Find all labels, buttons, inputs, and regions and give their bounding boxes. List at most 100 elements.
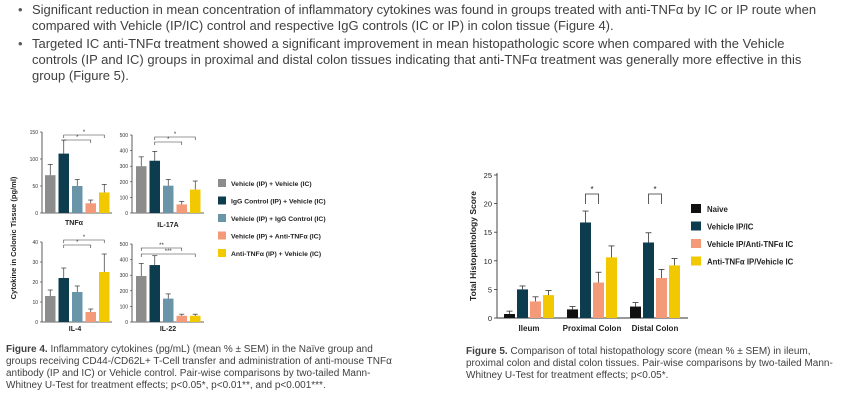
legend-swatch <box>218 179 226 187</box>
y-tick-label: 0 <box>35 211 38 217</box>
legend-swatch <box>691 221 701 231</box>
y-tick-label: 10 <box>32 300 38 306</box>
significance-label: * <box>76 240 79 246</box>
bar <box>543 295 554 318</box>
bar <box>58 278 69 322</box>
y-tick-label: 100 <box>30 157 39 163</box>
significance-label: * <box>653 185 656 194</box>
y-tick-label: 0 <box>35 320 38 326</box>
x-tick-label: Distal Colon <box>632 324 679 333</box>
bar <box>606 257 617 318</box>
y-tick-label: 0 <box>125 211 128 217</box>
figure4-caption-label: Figure 4. <box>6 344 48 355</box>
y-tick-label: 40 <box>32 240 38 246</box>
bar <box>99 192 110 213</box>
significance-label: ** <box>159 243 164 249</box>
bar <box>72 186 83 213</box>
y-axis-label: Total Histopathology Score <box>468 191 478 301</box>
y-tick-label: 300 <box>120 273 129 279</box>
bar <box>58 153 69 213</box>
legend-label: IgG Control (IP) + Vehicle (IC) <box>231 199 326 206</box>
bar <box>85 312 96 322</box>
figure4-caption: Figure 4. Inflammatory cytokines (pg/mL)… <box>6 344 398 392</box>
significance-bracket <box>63 139 92 143</box>
y-tick-label: 25 <box>484 171 492 180</box>
bar <box>580 222 591 318</box>
bar <box>45 175 56 213</box>
bar <box>517 289 528 318</box>
significance-label: * <box>167 137 170 143</box>
significance-label: * <box>174 132 177 138</box>
y-tick-label: 500 <box>120 133 129 139</box>
bullet-text: Targeted IC anti-TNFα treatment showed a… <box>32 36 802 83</box>
legend-label: Vehicle IP/IC <box>707 223 754 232</box>
y-tick-label: 500 <box>120 242 129 248</box>
y-tick-label: 200 <box>120 289 129 295</box>
significance-bracket <box>648 193 662 204</box>
bar <box>190 315 201 322</box>
panel-title: TNFα <box>65 220 84 227</box>
bar <box>530 301 541 318</box>
bar <box>163 185 174 213</box>
bar <box>45 296 56 322</box>
bar <box>149 160 160 213</box>
significance-label: * <box>590 185 593 194</box>
legend-swatch <box>218 231 226 240</box>
legend-swatch <box>691 204 701 213</box>
significance-bracket <box>63 244 92 248</box>
legend-label: Naive <box>707 205 728 214</box>
legend-label: Anti-TNFα (IP) + Vehicle (IC) <box>231 251 321 258</box>
bar <box>176 315 187 322</box>
y-tick-label: 0 <box>488 314 492 323</box>
bullet-item: • Targeted IC anti-TNFα treatment showed… <box>18 36 828 84</box>
legend-label: Vehicle (IP) + IgG Control (IC) <box>231 216 326 223</box>
bar <box>504 313 515 318</box>
bar <box>99 272 110 322</box>
bullet-list: • Significant reduction in mean concentr… <box>18 2 828 86</box>
panel-title: IL-17A <box>157 222 178 229</box>
bar <box>85 203 96 213</box>
y-tick-label: 5 <box>488 285 492 294</box>
y-axis-label: Cytokine in Colonic Tissue (pg/ml) <box>9 176 18 299</box>
y-tick-label: 20 <box>484 200 492 209</box>
y-tick-label: 15 <box>484 228 492 237</box>
significance-bracket <box>63 134 105 138</box>
legend-swatch <box>691 256 701 266</box>
y-tick-label: 300 <box>120 164 129 170</box>
x-tick-label: Proximal Colon <box>563 324 622 333</box>
bar <box>163 298 174 322</box>
y-tick-label: 400 <box>120 258 129 264</box>
significance-bracket <box>63 239 105 243</box>
legend-swatch <box>218 214 226 222</box>
bullet-dot-icon: • <box>18 36 23 51</box>
bar <box>176 204 187 213</box>
bar <box>630 306 641 318</box>
legend-label: Vehicle (IP) + Anti-TNFα (IC) <box>231 234 321 241</box>
y-tick-label: 20 <box>32 280 38 286</box>
bar <box>149 265 160 322</box>
bullet-text: Significant reduction in mean concentrat… <box>32 2 817 33</box>
significance-label: *** <box>165 249 173 255</box>
significance-bracket <box>154 136 196 140</box>
bar <box>190 189 201 213</box>
bar <box>669 265 680 318</box>
panel-title: IL-22 <box>160 326 176 333</box>
x-tick-label: Ileum <box>519 324 540 333</box>
y-tick-label: 150 <box>30 130 39 136</box>
figure5-caption: Figure 5. Comparison of total histopatho… <box>466 346 838 382</box>
significance-bracket <box>585 193 599 204</box>
y-tick-label: 10 <box>484 257 492 266</box>
y-tick-label: 100 <box>120 304 129 310</box>
bullet-item: • Significant reduction in mean concentr… <box>18 2 828 34</box>
legend-swatch <box>218 196 226 205</box>
y-tick-label: 200 <box>120 180 129 186</box>
bar <box>656 277 667 318</box>
bar <box>72 292 83 322</box>
legend-swatch <box>218 249 226 257</box>
panel-title: IL-4 <box>69 326 82 333</box>
figure5-caption-text: Comparison of total histopathology score… <box>466 346 833 381</box>
significance-bracket <box>140 247 183 251</box>
bullet-dot-icon: • <box>18 2 23 17</box>
y-tick-label: 100 <box>120 195 129 201</box>
